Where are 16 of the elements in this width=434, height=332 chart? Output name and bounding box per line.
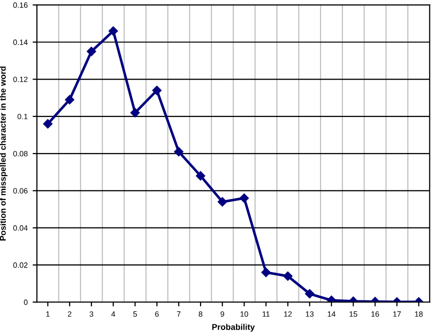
point	[152, 86, 162, 96]
point	[196, 171, 206, 180]
point	[305, 289, 314, 298]
point	[218, 197, 227, 206]
point	[130, 108, 140, 118]
point	[86, 46, 96, 56]
point	[326, 296, 336, 302]
point	[64, 95, 74, 104]
point	[283, 271, 292, 281]
point	[108, 26, 118, 36]
point	[43, 119, 52, 128]
point	[261, 268, 271, 278]
x-axis-title: Probability	[212, 324, 255, 332]
point	[240, 193, 249, 203]
y-axis-title: Position of misspelled character in the word	[0, 66, 8, 241]
point	[174, 147, 184, 156]
